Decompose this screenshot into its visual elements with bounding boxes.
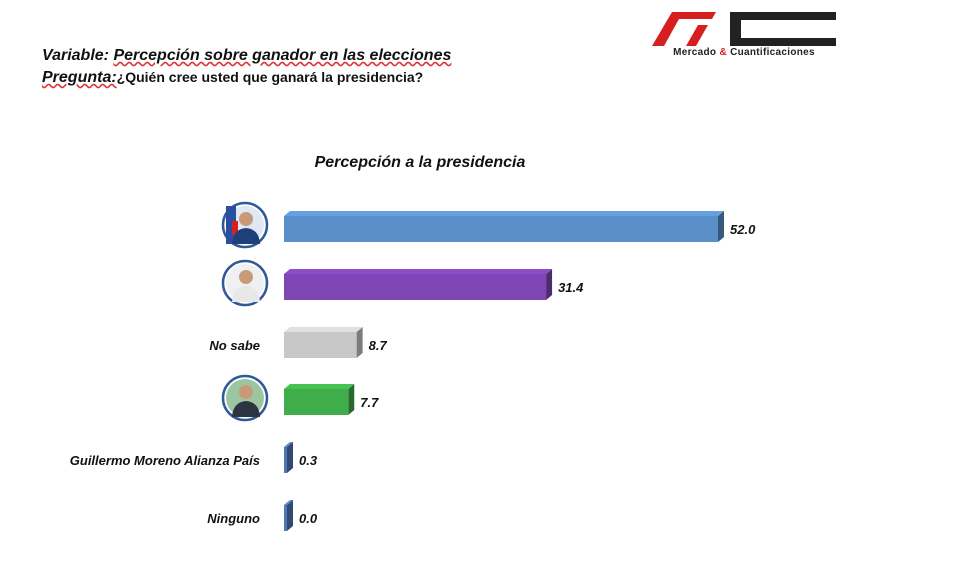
- chart-title: Percepción a la presidencia: [314, 154, 526, 171]
- bar-side: [287, 500, 293, 531]
- bar-group: 8.7 No sabe: [209, 327, 387, 358]
- value-label: 52.0: [730, 222, 756, 237]
- bar-side: [356, 327, 363, 358]
- category-label: Guillermo Moreno Alianza País: [70, 453, 260, 468]
- header: Variable: Percepción sobre ganador en la…: [42, 46, 451, 87]
- bar-group: 0.0 Ninguno: [207, 500, 318, 531]
- company-logo: Mercado & Cuantificaciones: [646, 8, 842, 60]
- candidate-2-avatar-icon: [221, 259, 269, 307]
- variable-value: Percepción sobre ganador en las eleccion…: [113, 47, 452, 64]
- logo-mark: [652, 12, 836, 46]
- bar-top: [284, 500, 293, 505]
- question-value: ¿Quién cree usted que ganará la presiden…: [116, 69, 424, 85]
- bar: [284, 505, 287, 531]
- bar-side: [348, 384, 355, 415]
- bar: [284, 447, 287, 473]
- bar: [284, 332, 357, 358]
- bar: [284, 274, 547, 300]
- variable-line: Variable: Percepción sobre ganador en la…: [42, 46, 451, 66]
- question-label: Pregunta:: [42, 69, 117, 86]
- question-line: Pregunta:¿Quién cree usted que ganará la…: [42, 68, 451, 87]
- value-label: 0.0: [299, 511, 318, 526]
- value-label: 8.7: [369, 338, 388, 353]
- bar-group: 7.7: [221, 374, 379, 422]
- bar-side: [718, 211, 724, 242]
- bar-top: [284, 211, 724, 216]
- value-label: 31.4: [558, 280, 584, 295]
- bar-group: 31.4: [221, 259, 584, 307]
- bar-group: 52.0: [221, 201, 756, 249]
- bar: [284, 216, 718, 242]
- bar-top: [284, 269, 553, 274]
- candidate-1-avatar-icon: [221, 201, 269, 249]
- bar-top: [284, 442, 293, 447]
- bar-top: [284, 327, 363, 332]
- bar-side: [546, 269, 553, 300]
- bar-side: [287, 442, 293, 473]
- bar-top: [284, 384, 355, 389]
- bar-group: 0.3 Guillermo Moreno Alianza País: [70, 442, 318, 473]
- logo-wordmark: Mercado & Cuantificaciones: [673, 47, 815, 58]
- variable-label: Variable:: [42, 47, 109, 64]
- category-label: No sabe: [209, 338, 260, 353]
- bar: [284, 389, 349, 415]
- category-label: Ninguno: [207, 511, 260, 526]
- value-label: 7.7: [360, 395, 379, 410]
- value-label: 0.3: [299, 453, 318, 468]
- candidate-3-avatar-icon: [221, 374, 269, 422]
